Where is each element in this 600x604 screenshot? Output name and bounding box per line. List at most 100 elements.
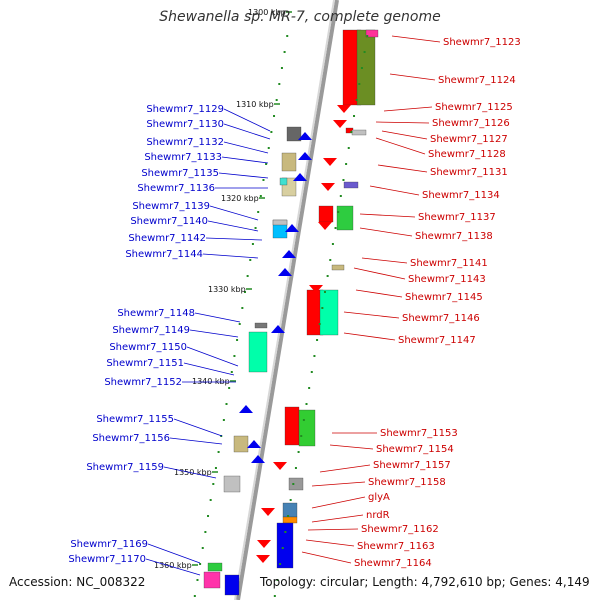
left-gene-label: Shewmr7_1142: [128, 233, 206, 244]
right-gene-label: Shewmr7_1143: [408, 274, 486, 285]
gene-arrow: [261, 508, 275, 516]
tick-mark: [249, 259, 252, 261]
right-gene-label: Shewmr7_1124: [438, 75, 516, 86]
right-gene-label: Shewmr7_1127: [430, 134, 508, 145]
tick-mark: [275, 99, 278, 101]
label-leader-line: [223, 123, 271, 140]
tick-mark: [196, 579, 199, 581]
right-gene-label: Shewmr7_1147: [398, 335, 476, 346]
left-gene-label: Shewmr7_1129: [146, 104, 224, 115]
gene-arrow: [239, 405, 253, 413]
tick-mark: [339, 195, 342, 197]
label-leader-line: [311, 496, 366, 509]
gene-arrow: [278, 268, 292, 276]
label-leader-line: [391, 35, 441, 43]
right-gene-label: nrdR: [366, 510, 390, 521]
tick-mark: [207, 515, 210, 517]
gene-block: [331, 264, 345, 271]
tick-mark: [310, 371, 313, 373]
label-leader-line: [359, 213, 416, 218]
tick-mark: [353, 115, 356, 117]
right-gene-label: glyA: [368, 492, 390, 503]
right-gene-label: Shewmr7_1138: [415, 231, 493, 242]
right-gene-label: Shewmr7_1134: [422, 190, 500, 201]
left-gene-label: Shewmr7_1159: [86, 462, 164, 473]
gene-arrow: [298, 132, 312, 140]
left-gene-label: Shewmr7_1149: [112, 325, 190, 336]
tick-mark: [280, 67, 283, 69]
right-gene-label: Shewmr7_1145: [405, 292, 483, 303]
label-leader-line: [353, 267, 406, 280]
tick-mark: [267, 147, 270, 149]
gene-block: [298, 409, 316, 447]
gene-arrow: [318, 222, 332, 230]
left-gene-label: Shewmr7_1170: [68, 554, 146, 565]
label-leader-line: [221, 156, 269, 164]
tick-mark: [313, 355, 316, 357]
right-gene-label: Shewmr7_1131: [430, 167, 508, 178]
tick-mark: [273, 595, 276, 597]
tick-mark: [236, 339, 239, 341]
gene-arrow: [247, 440, 261, 448]
tick-mark: [355, 99, 358, 101]
right-gene-label: Shewmr7_1141: [410, 258, 488, 269]
left-gene-label: Shewmr7_1152: [104, 377, 182, 388]
gene-block: [365, 29, 379, 38]
right-gene-label: Shewmr7_1162: [361, 524, 439, 535]
gene-block: [343, 181, 359, 189]
gene-block: [272, 219, 288, 226]
label-leader-line: [145, 558, 201, 576]
tick-mark: [334, 227, 337, 229]
label-leader-line: [194, 312, 241, 323]
right-gene-label: Shewmr7_1154: [376, 444, 454, 455]
tick-mark: [363, 51, 366, 53]
label-leader-line: [359, 227, 413, 237]
tick-mark: [287, 515, 290, 517]
tick-mark: [283, 51, 286, 53]
tick-mark: [230, 371, 233, 373]
right-gene-label: Shewmr7_1157: [373, 460, 451, 471]
tick-mark: [193, 595, 196, 597]
tick-mark: [243, 291, 246, 293]
gene-arrow: [321, 183, 335, 191]
topology-text: Topology: circular; Length: 4,792,610 bp…: [260, 575, 590, 589]
label-leader-line: [305, 539, 355, 547]
label-leader-line: [383, 106, 433, 112]
label-leader-line: [183, 362, 235, 376]
right-gene-label: Shewmr7_1137: [418, 212, 496, 223]
right-gene-label: Shewmr7_1123: [443, 37, 521, 48]
tick-mark: [321, 307, 324, 309]
tick-mark: [331, 243, 334, 245]
label-leader-line: [223, 108, 271, 132]
label-leader-line: [209, 205, 259, 221]
right-gene-label: Shewmr7_1164: [354, 558, 432, 569]
tick-mark: [228, 387, 231, 389]
tick-mark: [302, 419, 305, 421]
tick-mark: [337, 211, 340, 213]
label-leader-line: [202, 253, 259, 259]
right-gene-label: Shewmr7_1128: [428, 149, 506, 160]
tick-mark: [300, 435, 303, 437]
label-leader-line: [218, 172, 269, 179]
tick-mark: [318, 323, 321, 325]
gene-arrow: [298, 152, 312, 160]
gene-block: [318, 205, 334, 223]
tick-mark: [360, 67, 363, 69]
gene-block: [233, 435, 249, 453]
genome-backbone: [236, 0, 339, 601]
tick-mark: [276, 579, 279, 581]
gene-block: [284, 406, 300, 446]
right-gene-label: Shewmr7_1153: [380, 428, 458, 439]
gene-block: [254, 322, 268, 329]
right-gene-label: Shewmr7_1146: [402, 313, 480, 324]
left-gene-label: Shewmr7_1151: [106, 358, 184, 369]
tick-mark: [305, 403, 308, 405]
tick-mark: [297, 451, 300, 453]
label-leader-line: [389, 73, 436, 81]
gene-block: [281, 152, 297, 172]
tick-mark: [329, 259, 332, 261]
left-gene-label: Shewmr7_1132: [146, 137, 224, 148]
label-leader-line: [381, 130, 428, 140]
tick-mark: [345, 163, 348, 165]
gene-block: [279, 177, 288, 186]
